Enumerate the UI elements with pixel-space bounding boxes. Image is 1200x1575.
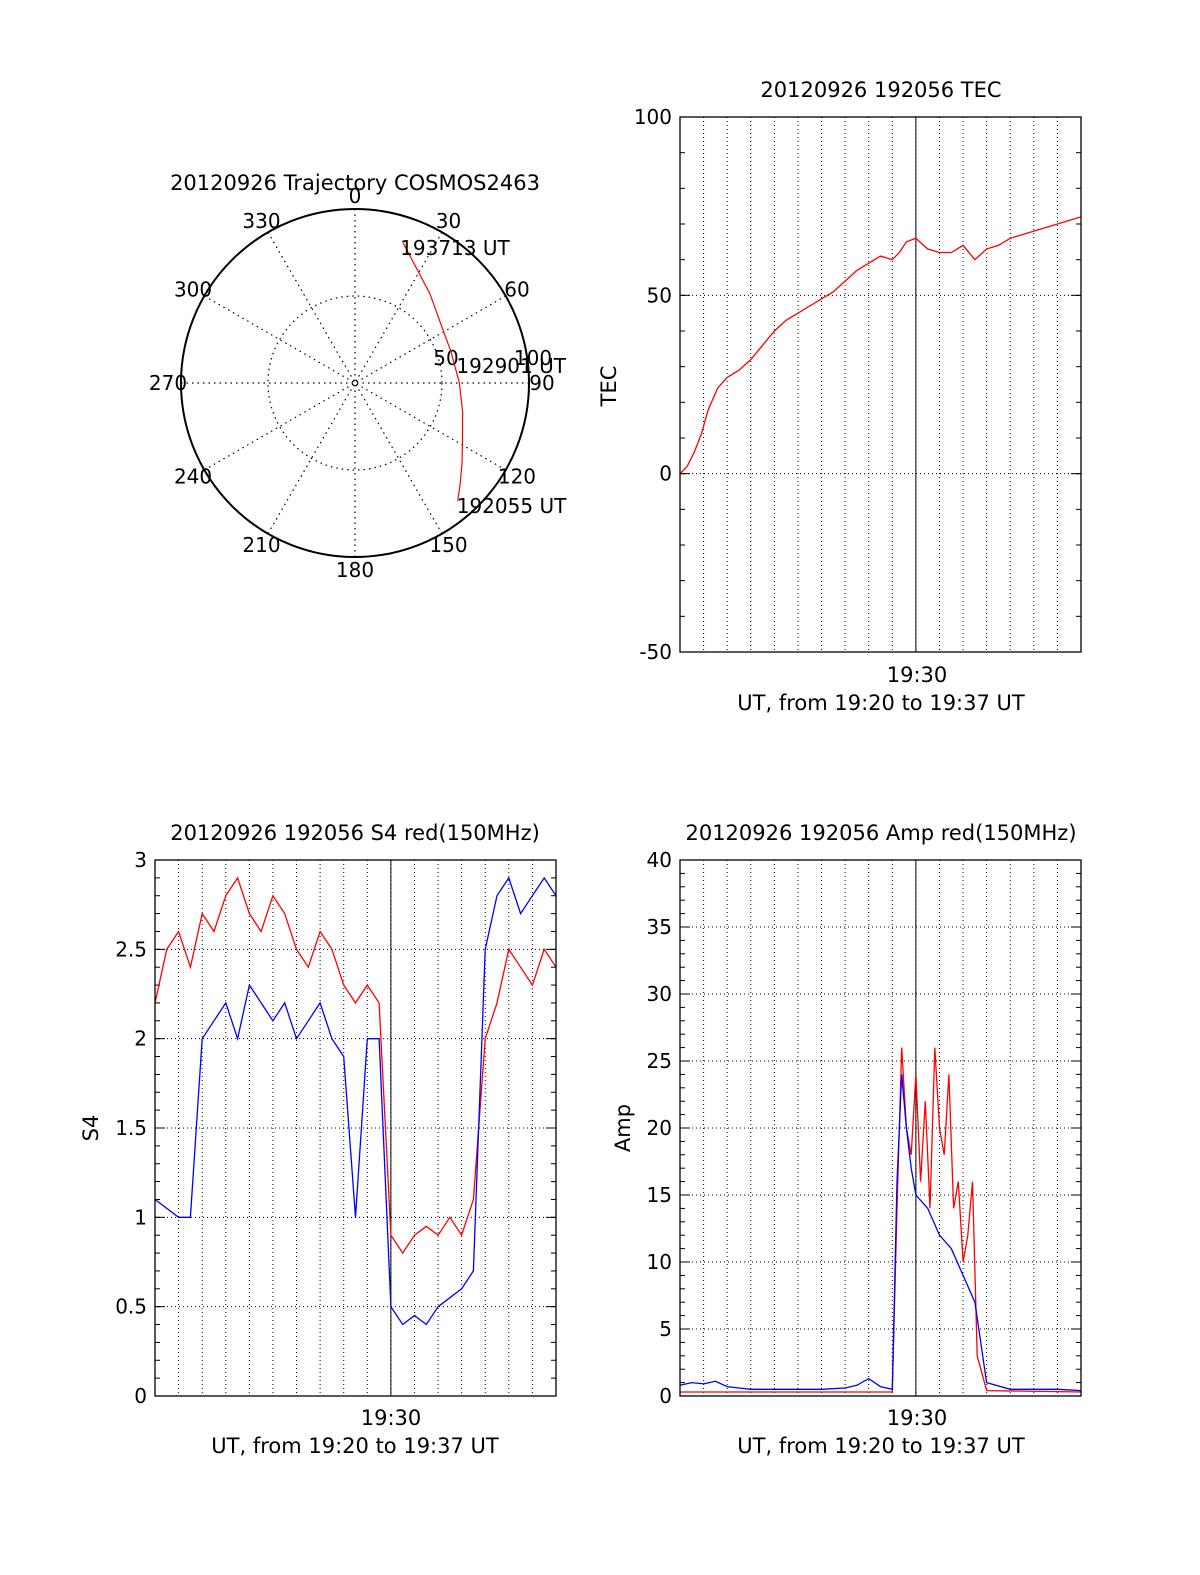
series-line-line xyxy=(679,216,1082,475)
trajectory-line xyxy=(402,242,464,502)
plot-frame xyxy=(679,859,1082,1397)
y-tick-label: 20 xyxy=(647,1116,672,1140)
amp-x-tick-label: 19:30 xyxy=(887,1406,948,1430)
series-line-blue xyxy=(154,876,557,1326)
y-tick-label: -50 xyxy=(639,640,672,664)
amp-y-axis-label: Amp xyxy=(611,1104,635,1152)
y-tick-label: 30 xyxy=(647,982,672,1006)
amp-x-axis-label: UT, from 19:20 to 19:37 UT xyxy=(737,1434,1025,1458)
tec-chart: 20120926 192056 TEC TEC UT, from 19:20 t… xyxy=(597,78,1082,715)
polar-grid xyxy=(180,208,530,558)
s4-y-axis-label: S4 xyxy=(79,1115,103,1142)
polar-radial-labels: 50 100 xyxy=(433,346,552,370)
y-tick-label: 1 xyxy=(134,1205,147,1229)
series-line-blue xyxy=(679,1074,1082,1392)
plot-frame xyxy=(679,116,1082,653)
series-line-red xyxy=(154,876,557,1255)
s4-chart-title: 20120926 192056 S4 red(150MHz) xyxy=(170,821,540,845)
polar-radial-label: 100 xyxy=(514,346,552,370)
polar-angle-label: 240 xyxy=(174,465,212,489)
trajectory-end-label: 193713 UT xyxy=(400,236,510,260)
polar-angle-label: 90 xyxy=(529,371,554,395)
y-tick-label: 50 xyxy=(647,283,672,307)
s4-plot-area: 0 0.5 1 1.5 2 2.5 3 xyxy=(115,848,557,1408)
tec-y-axis-label: TEC xyxy=(597,366,621,408)
polar-angle-label: 330 xyxy=(242,209,280,233)
y-tick-label: 5 xyxy=(659,1317,672,1341)
polar-angle-label: 180 xyxy=(336,558,374,582)
polar-angle-label: 210 xyxy=(242,533,280,557)
polar-angle-label: 0 xyxy=(349,184,362,208)
s4-x-axis-label: UT, from 19:20 to 19:37 UT xyxy=(211,1434,499,1458)
y-tick-label: 0 xyxy=(134,1384,147,1408)
polar-angle-labels: 0 30 60 90 120 150 180 210 240 270 300 330 xyxy=(149,184,555,582)
y-tick-label: 0 xyxy=(659,1384,672,1408)
s4-chart: 20120926 192056 S4 red(150MHz) S4 UT, fr… xyxy=(79,821,557,1458)
amp-chart: 20120926 192056 Amp red(150MHz) Amp UT, … xyxy=(611,821,1082,1458)
polar-angle-label: 120 xyxy=(498,465,536,489)
trajectory-mid-label: 192901 UT xyxy=(456,354,566,378)
trajectory-start-label: 192055 UT xyxy=(457,494,567,518)
polar-trajectory-chart: 20120926 Trajectory COSMOS2463 0 30 60 90 12… xyxy=(149,171,567,582)
y-tick-label: 40 xyxy=(647,848,672,872)
polar-spoke xyxy=(267,232,443,534)
s4-x-tick-label: 19:30 xyxy=(361,1406,422,1430)
y-tick-label: 35 xyxy=(647,915,672,939)
plot-frame xyxy=(154,859,557,1397)
y-tick-label: 100 xyxy=(634,105,672,129)
polar-chart-title: 20120926 Trajectory COSMOS2463 xyxy=(170,171,540,195)
polar-angle-label: 270 xyxy=(149,371,187,395)
tec-x-tick-label: 19:30 xyxy=(887,663,948,687)
tec-plot-area: -50 0 50 100 xyxy=(634,105,1082,664)
polar-angle-label: 60 xyxy=(504,278,529,302)
polar-angle-label: 300 xyxy=(174,278,212,302)
amp-plot-area: 0 5 10 15 20 25 30 35 40 xyxy=(647,848,1082,1408)
y-tick-label: 2 xyxy=(134,1027,147,1051)
polar-spoke xyxy=(267,232,443,534)
y-tick-label: 25 xyxy=(647,1049,672,1073)
polar-angle-label: 150 xyxy=(429,533,467,557)
polar-angle-label: 30 xyxy=(436,209,461,233)
y-tick-label: 3 xyxy=(134,848,147,872)
y-tick-label: 0 xyxy=(659,462,672,486)
tec-chart-title: 20120926 192056 TEC xyxy=(760,78,1001,102)
tec-x-axis-label: UT, from 19:20 to 19:37 UT xyxy=(737,691,1025,715)
polar-inner-circle xyxy=(267,295,443,471)
y-tick-label: 0.5 xyxy=(115,1295,147,1319)
y-tick-label: 2.5 xyxy=(115,937,147,961)
series-line-red xyxy=(680,1047,1082,1393)
y-tick-label: 10 xyxy=(647,1250,672,1274)
y-tick-label: 1.5 xyxy=(115,1116,147,1140)
y-tick-label: 15 xyxy=(647,1183,672,1207)
amp-chart-title: 20120926 192056 Amp red(150MHz) xyxy=(685,821,1076,845)
